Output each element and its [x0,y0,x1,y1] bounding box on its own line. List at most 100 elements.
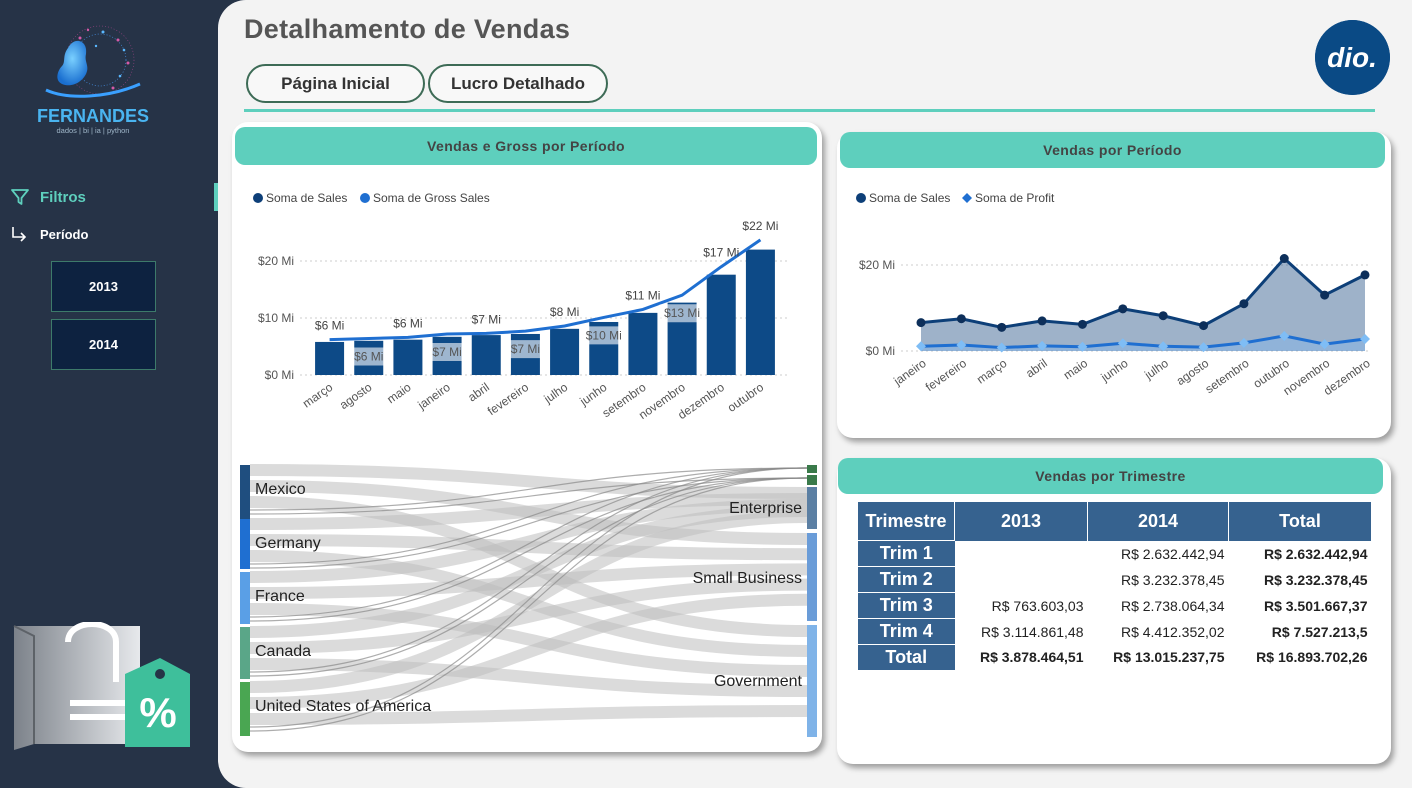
sales-bar[interactable] [628,312,658,375]
sales-bar[interactable] [393,339,423,375]
sankey-flow-thin[interactable] [249,467,808,728]
sales-bar[interactable] [315,341,345,375]
dio-logo-text: dio. [1327,42,1377,73]
sales-point[interactable] [1360,270,1370,280]
sales-point[interactable] [1118,304,1128,314]
sales-point[interactable] [1320,290,1330,300]
sales-point[interactable] [1037,316,1047,326]
profit-point[interactable] [1360,333,1370,344]
profit-detail-button[interactable]: Lucro Detalhado [428,64,608,103]
table-cell [955,541,1088,567]
table-cell: R$ 763.603,03 [991,597,1084,614]
x-tick-label: março [974,356,1010,387]
sales-bar[interactable] [550,328,580,375]
profit-point[interactable] [1238,337,1249,348]
sales-point[interactable] [1279,254,1289,264]
sankey-country-node[interactable] [240,682,250,736]
column-header[interactable]: Trimestre [858,502,955,541]
profit-point[interactable] [1279,330,1290,341]
sankey-flow-thin[interactable] [249,477,808,569]
sankey-flow-thin[interactable] [249,477,808,515]
column-header[interactable]: 2013 [954,502,1088,541]
table-cell: R$ 2.632.442,94 [1120,545,1225,562]
sales-bar[interactable] [471,335,501,375]
sales-profit-chart: Soma de Sales Soma de Profit $0 Mi $20 Mi… [856,191,1373,398]
profit-point[interactable] [1077,341,1088,352]
sankey-flow[interactable] [249,603,808,677]
sales-gross-chart: Soma de Sales Soma de Gross Sales $0 Mi $… [253,191,790,422]
year-2013-button[interactable]: 2013 [51,261,156,312]
sankey-flow[interactable] [249,499,808,583]
sales-point[interactable] [956,314,966,324]
sankey-flow[interactable] [249,493,808,530]
sankey-country-node[interactable] [240,627,250,679]
x-tick-label: setembro [1203,356,1252,396]
x-tick-label: julho [1141,356,1171,383]
sankey-segment-node[interactable] [807,475,817,485]
profit-line[interactable] [920,334,1366,350]
table-row: Trim 2 R$ 3.232.378,45 R$ 3.232.378,45 [858,566,1372,593]
sankey-segment-label: Small Business [693,570,802,587]
sales-point[interactable] [1158,311,1168,321]
sankey-segment-node[interactable] [807,487,817,529]
sales-bar[interactable] [706,274,736,375]
sankey-segment-node[interactable] [807,465,817,473]
sankey-flow[interactable] [249,705,808,725]
sankey-segment-label: Government [714,673,803,690]
sankey-flow[interactable] [249,563,808,599]
sankey-segment-node[interactable] [807,625,817,737]
gross-label-bg [348,347,390,366]
table-row: Trim 1 R$ 2.632.442,94 R$ 2.632.442,94 [858,540,1372,567]
sankey-flow-thin[interactable] [249,467,808,673]
sales-point[interactable] [1199,321,1209,331]
sankey-flow-thin[interactable] [249,467,808,618]
sales-line[interactable] [920,256,1366,329]
column-header[interactable]: Total [1228,502,1372,541]
sankey-flow[interactable] [249,505,808,638]
gross-sales-line[interactable] [329,238,762,342]
profit-point[interactable] [1319,339,1330,350]
legend-sales2-marker [856,193,866,203]
legend-sales-label: Soma de Sales [266,191,347,205]
table-cell: R$ 3.232.378,45 [1263,571,1368,588]
home-page-button[interactable]: Página Inicial [246,64,425,103]
y-tick-label: $0 Mi [265,368,294,382]
sidebar: FERNANDES dados | bi | ia | python Filtr… [0,0,218,788]
profit-point[interactable] [916,341,926,352]
sales-point[interactable] [1077,319,1087,329]
sankey-flow-thin[interactable] [249,477,808,732]
year-2014-button[interactable]: 2014 [51,319,156,370]
row-header: Trim 3 [858,592,955,619]
x-tick-label: abril [465,380,492,404]
sankey-flow[interactable] [249,578,808,654]
profit-point[interactable] [1117,338,1128,349]
profit-point[interactable] [1158,341,1169,352]
sankey-country-node[interactable] [240,465,250,519]
sankey-segment-node[interactable] [807,533,817,621]
column-header[interactable]: 2014 [1087,502,1229,541]
sales-bar[interactable] [745,249,775,375]
profit-point[interactable] [1198,342,1209,353]
sankey-country-node[interactable] [240,572,250,624]
brand-name: FERNANDES [37,106,149,126]
row-header: Total [858,644,955,670]
y-tick-label: $0 Mi [866,344,895,358]
y-tick-label: $20 Mi [859,258,895,272]
profit-point[interactable] [1037,340,1048,351]
sankey-flow-thin[interactable] [249,477,808,677]
sales-point[interactable] [916,318,926,328]
sankey-country-label: Mexico [255,481,306,498]
legend-sales2-label: Soma de Sales [869,191,950,205]
gross-label-bg [426,342,468,361]
sales-point[interactable] [1239,299,1249,309]
sankey-flow[interactable] [249,593,808,709]
sankey-flow-thin[interactable] [249,467,808,511]
sankey-flow[interactable] [249,511,808,693]
profit-point[interactable] [996,342,1007,353]
sankey-flow-thin[interactable] [249,467,808,565]
profit-point[interactable] [956,339,967,350]
sankey-flow-thin[interactable] [249,477,808,622]
dio-logo[interactable]: dio. [1315,20,1390,95]
sales-point[interactable] [997,322,1007,332]
sankey-country-node[interactable] [240,519,250,569]
